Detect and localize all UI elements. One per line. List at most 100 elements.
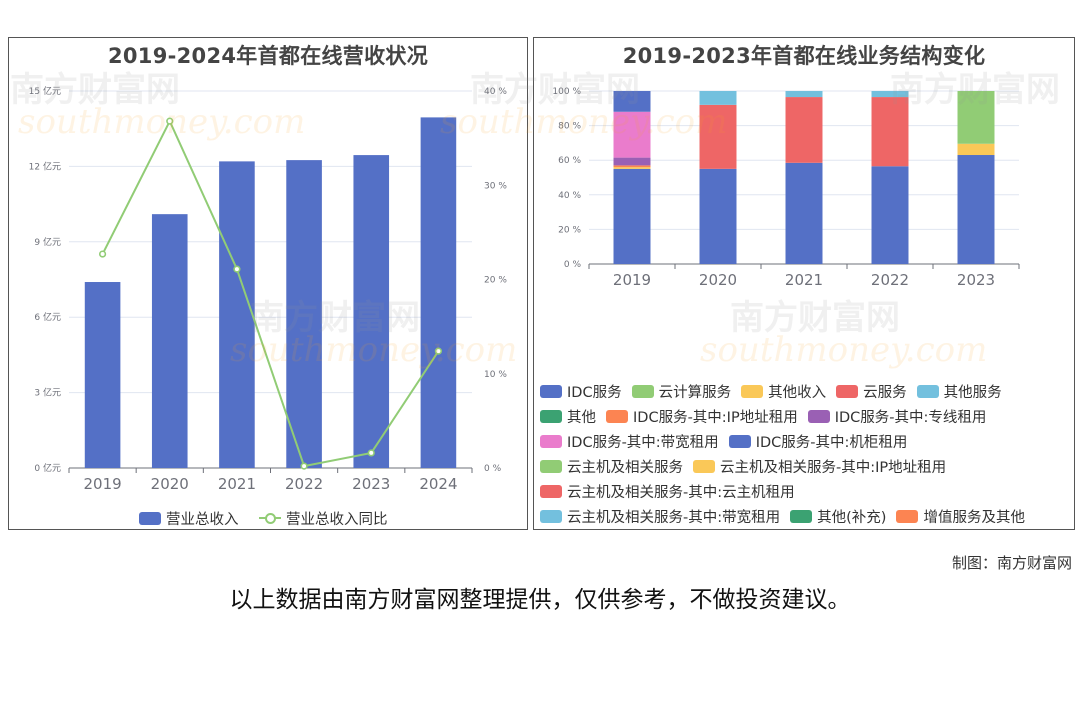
stacked-bar-segment <box>613 91 651 112</box>
stacked-bar-segment <box>613 111 651 158</box>
y-tick-label-right: 0 % <box>484 464 502 474</box>
legend-item[interactable]: 其他 <box>540 406 596 426</box>
legend-swatch <box>741 384 764 398</box>
legend-swatch <box>540 509 562 523</box>
legend-swatch <box>540 384 562 398</box>
stacked-bar-segment <box>699 168 737 264</box>
legend-label: 其他(补充) <box>817 509 887 526</box>
legend-swatch <box>916 384 939 398</box>
stacked-bar-segment <box>957 143 995 156</box>
x-tick-label: 2024 <box>419 475 457 493</box>
legend-label: 其他服务 <box>943 384 1002 401</box>
yoy-growth-line <box>101 118 440 468</box>
legend-label: 其他 <box>567 409 596 426</box>
legend-label: 云主机及相关服务-其中:云主机租用 <box>567 484 795 501</box>
legend-swatch <box>606 409 628 423</box>
stacked-bar-segment <box>699 91 737 105</box>
stacked-bar-segment <box>785 91 823 98</box>
y-tick-label: 60 % <box>558 156 581 166</box>
legend-label: 云主机及相关服务 <box>567 459 683 476</box>
y-tick-label-left: 6 亿元 <box>34 311 61 323</box>
yoy-growth-point <box>367 449 375 457</box>
y-tick-label-left: 15 亿元 <box>29 85 61 97</box>
revenue-bar <box>219 161 255 468</box>
legend-item[interactable]: 营业总收入 <box>139 508 239 528</box>
legend-label: 云主机及相关服务-其中:IP地址租用 <box>720 459 947 476</box>
legend-label: 增值服务及其他 <box>923 509 1025 526</box>
legend-item[interactable]: IDC服务-其中:带宽租用 <box>540 431 719 451</box>
stacked-bar-segment <box>871 166 909 264</box>
revenue-bar <box>84 282 121 468</box>
stacked-bar-segment <box>785 162 823 264</box>
x-tick-label: 2023 <box>957 271 995 289</box>
y-tick-label-left: 3 亿元 <box>34 387 61 399</box>
stacked-bar-segment <box>957 91 995 144</box>
legend-swatch <box>836 384 859 398</box>
x-tick-label: 2019 <box>83 475 121 493</box>
legend-item[interactable]: 其他收入 <box>741 381 826 401</box>
legend-swatch <box>139 511 161 525</box>
legend-item[interactable]: IDC服务 <box>540 381 622 401</box>
x-tick-label: 2019 <box>613 271 651 289</box>
legend-item[interactable]: IDC服务-其中:专线租用 <box>807 406 986 426</box>
y-tick-label-left: 9 亿元 <box>34 236 61 248</box>
legend-label: 营业总收入同比 <box>286 511 388 528</box>
x-tick-label: 2022 <box>285 475 323 493</box>
legend-item[interactable]: 云主机及相关服务 <box>540 456 683 476</box>
legend-label: IDC服务-其中:带宽租用 <box>567 434 719 451</box>
legend-swatch <box>540 409 562 423</box>
legend-item[interactable]: 云主机及相关服务-其中:IP地址租用 <box>693 456 946 476</box>
stacked-bar-segment <box>613 157 651 166</box>
yoy-growth-point <box>166 117 174 125</box>
legend-item[interactable]: IDC服务-其中:IP地址租用 <box>606 406 798 426</box>
legend-item[interactable]: 云主机及相关服务-其中:带宽租用 <box>540 506 780 526</box>
structure-chart-svg: 0 % 20 % 40 % 60 % 80 % 100 % 2019 2020 2021 2022… <box>552 87 1020 289</box>
legend-item[interactable]: 云主机及相关服务-其中:云主机租用 <box>540 481 795 501</box>
y-tick-label: 40 % <box>558 191 581 201</box>
y-tick-label: 0 % <box>564 260 582 270</box>
chart-credit: 制图：南方财富网 <box>951 554 1072 572</box>
legend-line-swatch <box>259 511 281 525</box>
legend-item[interactable]: 云计算服务 <box>631 381 732 401</box>
stacked-bar-segment <box>613 168 651 264</box>
legend-label: 云服务 <box>863 384 907 401</box>
y-tick-label: 80 % <box>558 122 581 132</box>
y-tick-label: 100 % <box>552 87 581 97</box>
legend-label: 营业总收入 <box>166 511 239 528</box>
y-tick-label-left: 0 亿元 <box>34 462 61 474</box>
stacked-bar-segment <box>613 167 651 169</box>
stacked-bar-segment <box>613 165 651 168</box>
revenue-chart-panel: 2019-2024年首都在线营收状况 0 亿元 3 亿元 6 亿元 9 亿元 12 亿元… <box>8 37 528 530</box>
y-tick-label-left: 12 亿元 <box>29 160 61 172</box>
structure-chart-title: 2019-2023年首都在线业务结构变化 <box>622 44 986 68</box>
x-tick-label: 2020 <box>151 475 189 493</box>
yoy-growth-point <box>233 265 241 273</box>
y-tick-label-right: 10 % <box>484 370 507 380</box>
legend-item[interactable]: 其他(补充) <box>790 506 886 526</box>
disclaimer-text: 以上数据由南方财富网整理提供，仅供参考，不做投资建议。 <box>229 587 851 613</box>
stacked-bar-segment <box>699 104 737 169</box>
legend-item[interactable]: IDC服务-其中:机柜租用 <box>728 431 908 451</box>
legend-item[interactable]: 增值服务及其他 <box>896 506 1025 526</box>
legend-item[interactable]: 营业总收入同比 <box>259 508 388 528</box>
revenue-bar <box>151 214 188 468</box>
legend-label: IDC服务-其中:机柜租用 <box>755 434 908 451</box>
x-tick-label: 2023 <box>352 475 390 493</box>
revenue-chart-svg: 0 亿元 3 亿元 6 亿元 9 亿元 12 亿元 15 亿元 0 % 10 % 20 % 30 … <box>29 85 508 493</box>
legend-label: 云主机及相关服务-其中:带宽租用 <box>567 509 781 526</box>
x-tick-label: 2022 <box>871 271 909 289</box>
legend-swatch <box>631 384 654 398</box>
legend-swatch <box>540 434 562 448</box>
legend-label: 云计算服务 <box>658 384 732 401</box>
y-tick-label-right: 40 % <box>484 87 507 97</box>
y-tick-label: 20 % <box>558 225 581 235</box>
stacked-bar-segment <box>871 97 909 167</box>
yoy-growth-point <box>434 347 443 355</box>
legend-swatch <box>728 434 751 448</box>
legend-item[interactable]: 云服务 <box>836 381 907 401</box>
legend-item[interactable]: 其他服务 <box>916 381 1002 401</box>
legend-label: 其他收入 <box>768 384 827 401</box>
stacked-bar-segment <box>957 155 995 264</box>
x-tick-label: 2021 <box>218 475 256 493</box>
legend-swatch <box>693 459 715 473</box>
